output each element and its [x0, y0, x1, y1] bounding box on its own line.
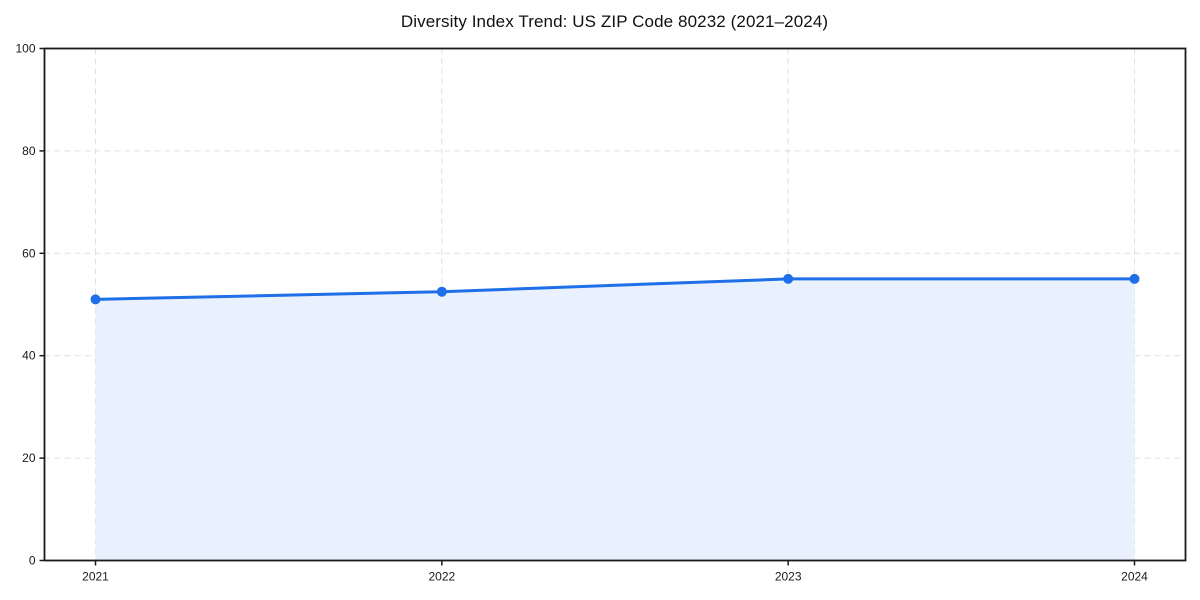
data-point-marker [1129, 273, 1140, 284]
y-tick-label: 20 [22, 451, 36, 465]
x-tick-label: 2024 [1121, 570, 1148, 584]
data-point-marker [90, 294, 101, 305]
trend-line [94, 277, 1136, 301]
data-point-marker [436, 286, 447, 297]
data-point-marker [783, 273, 794, 284]
area-fill [95, 278, 1135, 561]
x-tick-label: 2022 [428, 570, 455, 584]
plot-border [43, 47, 1187, 562]
y-tick-label: 60 [22, 246, 36, 260]
y-tick-label: 40 [22, 349, 36, 363]
y-tick-label: 100 [15, 42, 35, 56]
x-tick-label: 2023 [775, 570, 802, 584]
chart-title: Diversity Index Trend: US ZIP Code 80232… [400, 12, 829, 31]
y-tick-label: 0 [29, 554, 36, 568]
y-tick-label: 80 [22, 144, 36, 158]
x-tick-label: 2021 [82, 570, 109, 584]
